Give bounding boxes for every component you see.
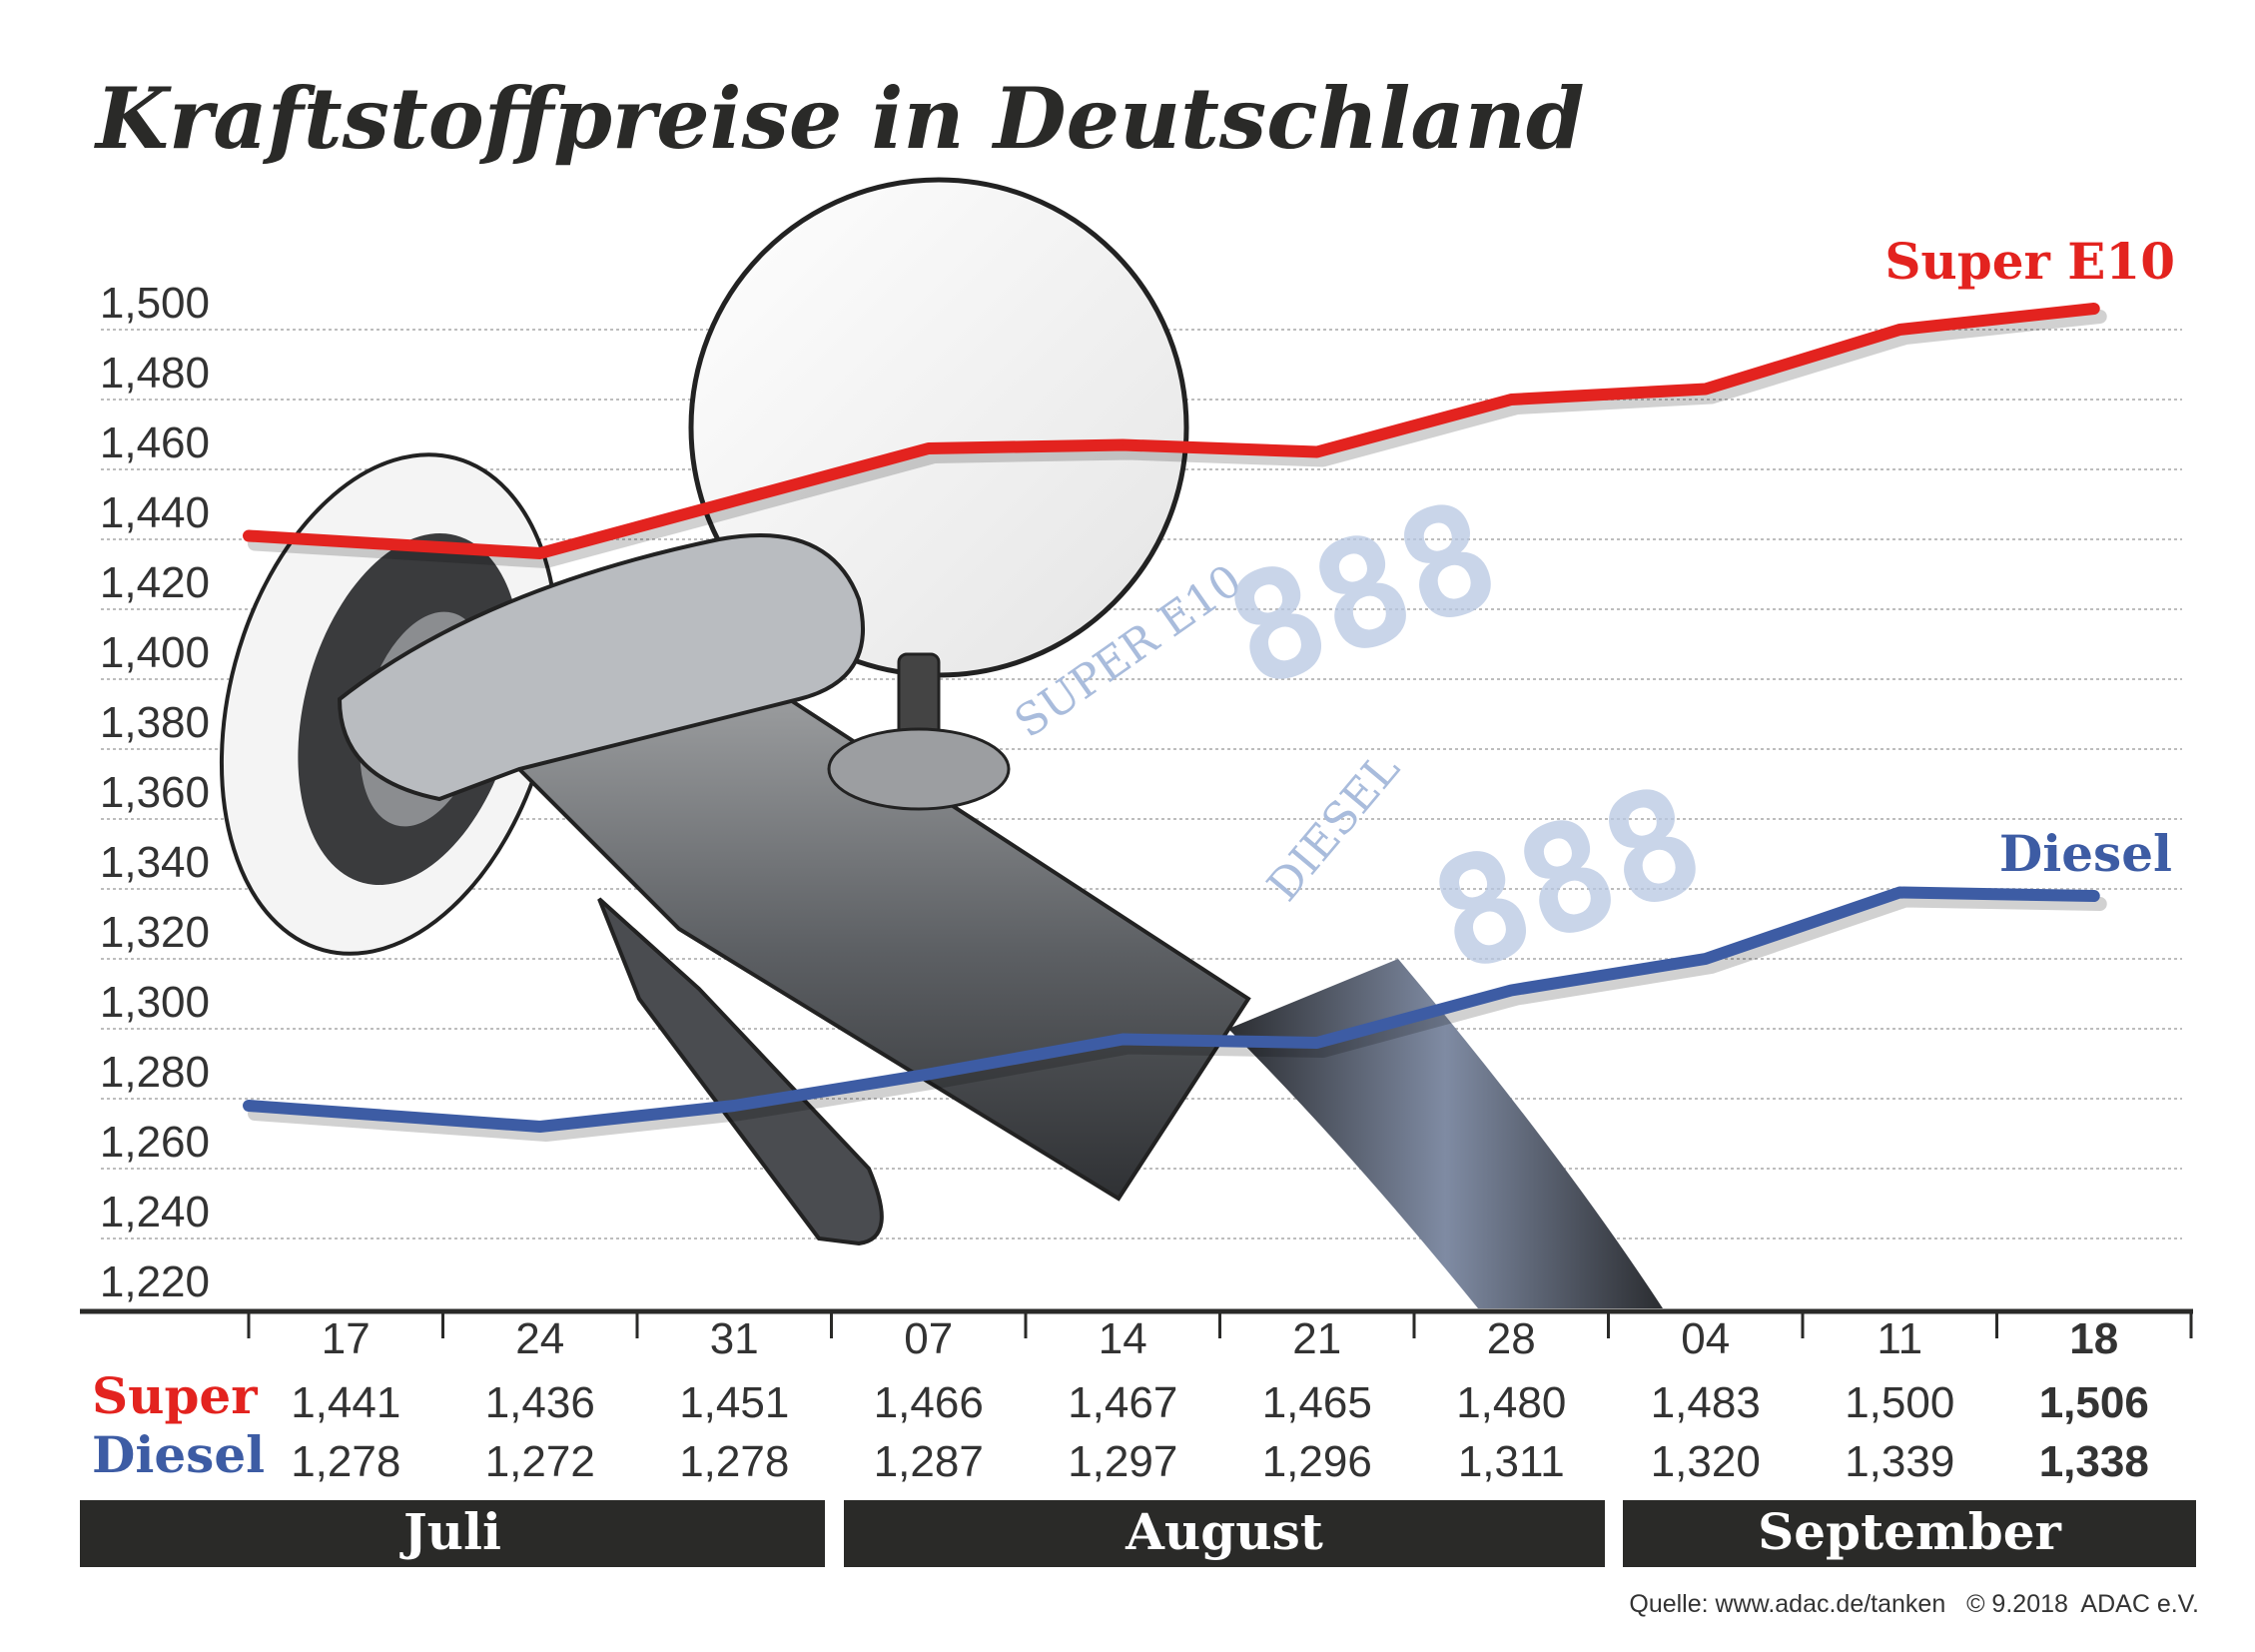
value-label: 1,506 [2039, 1378, 2149, 1427]
display-label-diesel: DIESEL [1257, 743, 1409, 911]
legend-super-e10: Super E10 [1884, 232, 2175, 291]
y-tick-label: 1,320 [100, 908, 210, 957]
y-tick-label: 1,400 [100, 628, 210, 677]
source-note: Quelle: www.adac.de/tanken © 9.2018 ADAC… [1629, 1590, 2199, 1618]
date-label: 14 [1099, 1314, 1147, 1363]
y-tick-label: 1,480 [100, 349, 210, 398]
date-label: 17 [322, 1314, 371, 1363]
month-bar [80, 1500, 825, 1567]
value-label: 1,436 [485, 1378, 595, 1427]
y-tick-label: 1,260 [100, 1118, 210, 1167]
series-shadow [248, 893, 2107, 1142]
date-label: 18 [2069, 1314, 2118, 1363]
y-tick-label: 1,500 [100, 279, 210, 328]
gridlines [101, 329, 2182, 1239]
y-tick-label: 1,380 [100, 698, 210, 747]
value-label: 1,278 [291, 1437, 400, 1486]
date-label: 04 [1681, 1314, 1730, 1363]
value-label: 1,278 [679, 1437, 789, 1486]
month-label: September [1758, 1502, 2061, 1561]
legend-diesel: Diesel [1999, 824, 2172, 883]
month-bars: Juli August September [80, 1500, 2196, 1567]
valve-base-icon [827, 727, 1011, 811]
value-label: 1,451 [679, 1378, 789, 1427]
date-label: 11 [1877, 1314, 1922, 1363]
y-axis-ticks: 1,500 1,480 1,460 1,440 1,420 1,400 1,380 1,360… [100, 279, 210, 1306]
value-label: 1,467 [1068, 1378, 1177, 1427]
date-label: 28 [1487, 1314, 1536, 1363]
y-tick-label: 1,420 [100, 558, 210, 607]
value-label: 1,297 [1068, 1437, 1177, 1486]
value-label: 1,480 [1456, 1378, 1566, 1427]
y-tick-label: 1,240 [100, 1188, 210, 1237]
value-label: 1,272 [485, 1437, 595, 1486]
date-label: 24 [515, 1314, 564, 1363]
value-label: 1,483 [1651, 1378, 1761, 1427]
y-tick-label: 1,440 [100, 488, 210, 537]
month-label: Juli [399, 1502, 501, 1561]
value-label: 1,320 [1651, 1437, 1761, 1486]
row-label-super: Super [92, 1366, 258, 1425]
value-label: 1,500 [1845, 1378, 1954, 1427]
chart-title: Kraftstoffpreise in Deutschland [94, 69, 1585, 168]
y-tick-label: 1,460 [100, 418, 210, 467]
x-axis-table: 17 1,441 1,278 24 1,436 1,272 31 1,451 1,278 07 1,… [247, 1311, 2193, 1486]
value-label: 1,466 [874, 1378, 984, 1427]
month-bar [1623, 1500, 2196, 1567]
nozzle-handle-icon [337, 533, 865, 802]
value-label: 1,339 [1845, 1437, 1954, 1486]
series-shadow [248, 310, 2107, 568]
y-tick-label: 1,300 [100, 978, 210, 1027]
date-label: 07 [904, 1314, 953, 1363]
value-label: 1,465 [1262, 1378, 1372, 1427]
date-label: 31 [710, 1314, 759, 1363]
row-label-diesel: Diesel [92, 1425, 265, 1484]
value-label: 1,296 [1262, 1437, 1372, 1486]
value-label: 1,338 [2039, 1437, 2149, 1486]
series-lines [243, 303, 2107, 1142]
y-tick-label: 1,360 [100, 768, 210, 817]
y-tick-label: 1,280 [100, 1048, 210, 1097]
month-bar [844, 1500, 1605, 1567]
value-label: 1,311 [1458, 1437, 1565, 1486]
y-tick-label: 1,220 [100, 1257, 210, 1306]
hose-icon [1228, 959, 1663, 1308]
fuel-nozzle-illustration: SUPER E10 888 DIESEL 888 [219, 177, 1725, 1308]
display-digits-super: 888 [1206, 467, 1520, 723]
nozzle-trigger-icon [597, 897, 884, 1246]
date-label: 21 [1292, 1314, 1341, 1363]
value-label: 1,441 [291, 1378, 400, 1427]
value-label: 1,287 [874, 1437, 984, 1486]
y-tick-label: 1,340 [100, 838, 210, 887]
series-line-super-e10 [243, 303, 2100, 559]
series-line-diesel [243, 886, 2100, 1133]
month-label: August [1125, 1502, 1323, 1561]
